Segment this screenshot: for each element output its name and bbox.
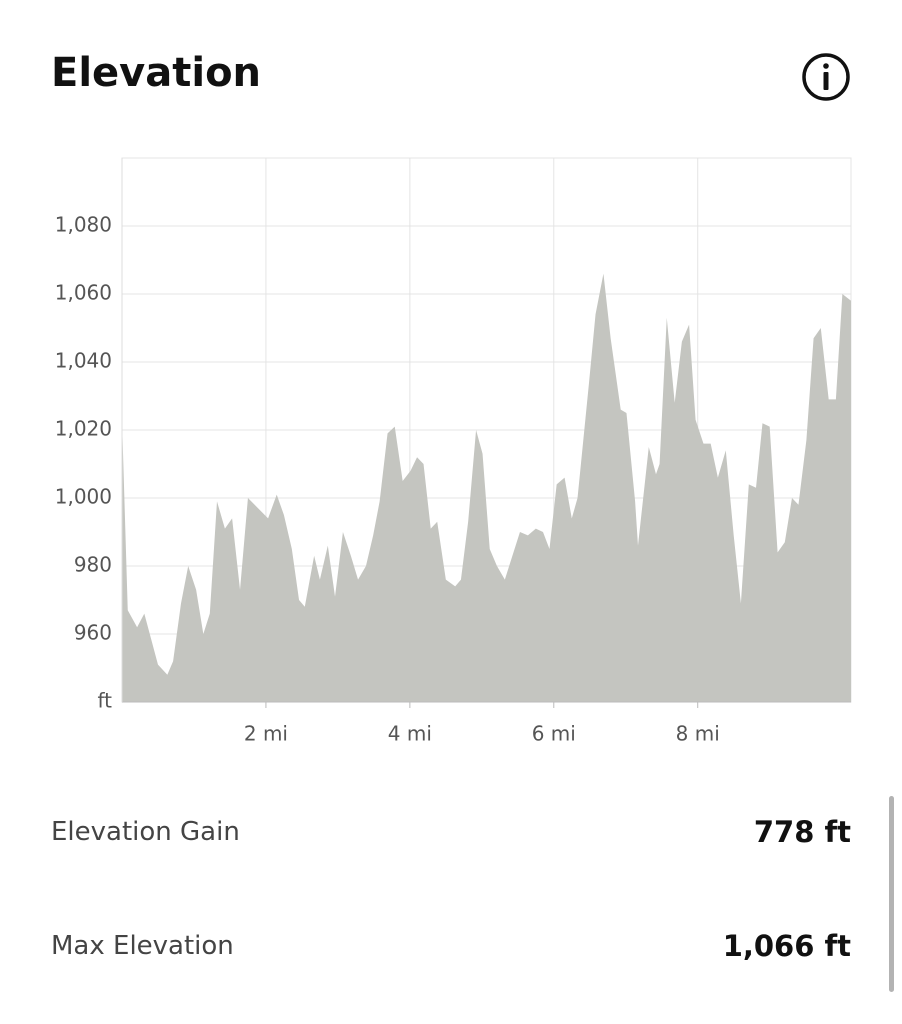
stat-value: 778 ft bbox=[753, 815, 851, 849]
elevation-area bbox=[122, 273, 851, 702]
x-tick-label: 6 mi bbox=[532, 722, 576, 746]
y-tick-label: 1,080 bbox=[55, 213, 112, 237]
stat-row: Elevation Gain 778 ft bbox=[51, 812, 851, 852]
stat-label: Elevation Gain bbox=[51, 817, 240, 847]
y-tick-label: 1,020 bbox=[55, 417, 112, 441]
y-tick-label: 960 bbox=[74, 621, 112, 645]
stat-value: 1,066 ft bbox=[722, 929, 851, 963]
scrollbar bbox=[889, 796, 894, 992]
y-tick-label: 1,040 bbox=[55, 349, 112, 373]
y-tick-label: 1,060 bbox=[55, 281, 112, 305]
x-tick-label: 2 mi bbox=[244, 722, 288, 746]
title: Elevation bbox=[51, 50, 262, 96]
x-tick-label: 4 mi bbox=[388, 722, 432, 746]
info-button[interactable] bbox=[800, 53, 852, 105]
stat-row: Max Elevation 1,066 ft bbox=[51, 926, 851, 966]
y-tick-label: 1,000 bbox=[55, 485, 112, 509]
y-tick-label: ft bbox=[97, 689, 112, 713]
elevation-chart: ft 960 980 1,000 1,020 1,040 1,060 1,080 2 mi 4 m… bbox=[55, 157, 852, 746]
y-tick-label: 980 bbox=[74, 553, 112, 577]
stat-label: Max Elevation bbox=[51, 931, 234, 961]
x-tick-label: 8 mi bbox=[676, 722, 720, 746]
